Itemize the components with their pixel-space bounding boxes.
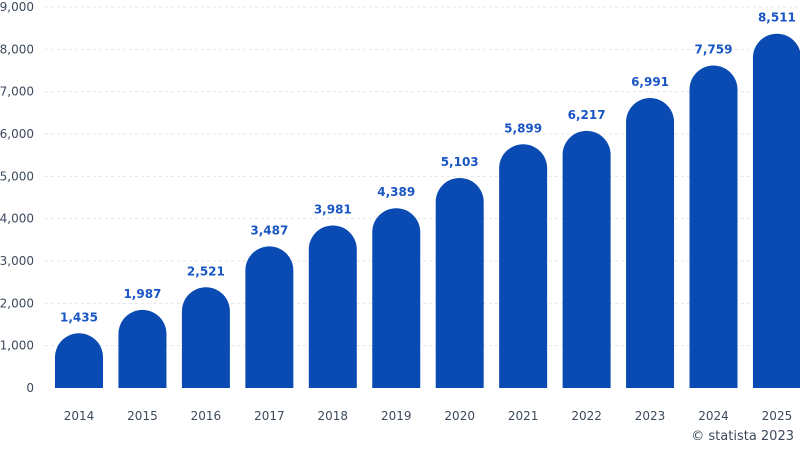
y-tick-label: 1,000 [0,339,34,353]
x-tick-label: 2015 [127,409,158,423]
bar-2014 [55,333,103,388]
bar-2018 [308,225,357,388]
bar-2021 [499,144,548,388]
data-label: 5,899 [504,121,542,135]
x-tick-label: 2020 [444,409,475,423]
data-label: 6,217 [568,108,606,122]
x-tick-label: 2014 [64,409,95,423]
y-tick-label: 9,000 [0,0,34,14]
x-tick-label: 2025 [762,409,793,423]
bar-2019 [372,208,421,388]
data-label: 3,981 [314,202,352,216]
x-tick-label: 2019 [381,409,412,423]
data-label: 2,521 [187,264,225,278]
bar-2025 [752,33,800,388]
bar-2020 [435,177,484,388]
x-tick-label: 2018 [318,409,349,423]
x-tick-label: 2023 [635,409,666,423]
data-label: 6,991 [631,75,669,89]
data-label: 5,103 [441,155,479,169]
x-tick-label: 2017 [254,409,285,423]
data-label: 4,389 [377,185,415,199]
y-tick-label: 5,000 [0,169,34,183]
bar-2024 [689,65,738,388]
data-label: 1,987 [123,287,161,301]
x-tick-label: 2021 [508,409,539,423]
y-tick-label: 4,000 [0,212,34,226]
data-label: 3,487 [250,223,288,237]
bar-2016 [181,287,230,388]
y-tick-label: 0 [26,381,34,395]
y-tick-label: 3,000 [0,254,34,268]
statista-credit[interactable]: © statista 2023 [691,429,794,444]
x-tick-label: 2024 [698,409,729,423]
bar-2017 [245,246,294,388]
bar-2023 [626,98,675,388]
x-tick-label: 2022 [571,409,602,423]
bar-2015 [118,309,167,388]
data-label: 8,511 [758,11,796,25]
data-label: 7,759 [695,43,733,57]
y-tick-label: 8,000 [0,42,34,56]
y-tick-label: 6,000 [0,127,34,141]
x-tick-label: 2016 [191,409,222,423]
y-tick-label: 7,000 [0,85,34,99]
bar-2022 [562,130,611,388]
y-tick-label: 2,000 [0,296,34,310]
data-label: 1,435 [60,310,98,324]
